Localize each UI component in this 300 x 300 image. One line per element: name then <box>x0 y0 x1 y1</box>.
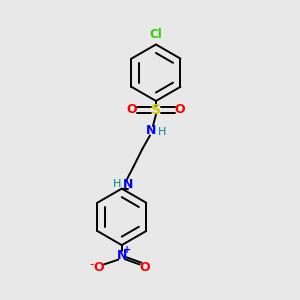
Text: O: O <box>175 103 185 116</box>
Text: -: - <box>89 259 94 272</box>
Text: Cl: Cl <box>150 28 162 41</box>
Text: H: H <box>113 179 122 189</box>
Text: O: O <box>93 261 104 274</box>
Text: N: N <box>123 178 134 191</box>
Text: O: O <box>127 103 137 116</box>
Text: N: N <box>146 124 157 137</box>
Text: H: H <box>158 127 166 137</box>
Text: S: S <box>151 103 161 117</box>
Text: O: O <box>140 261 150 274</box>
Text: +: + <box>123 245 131 255</box>
Text: N: N <box>117 249 127 262</box>
